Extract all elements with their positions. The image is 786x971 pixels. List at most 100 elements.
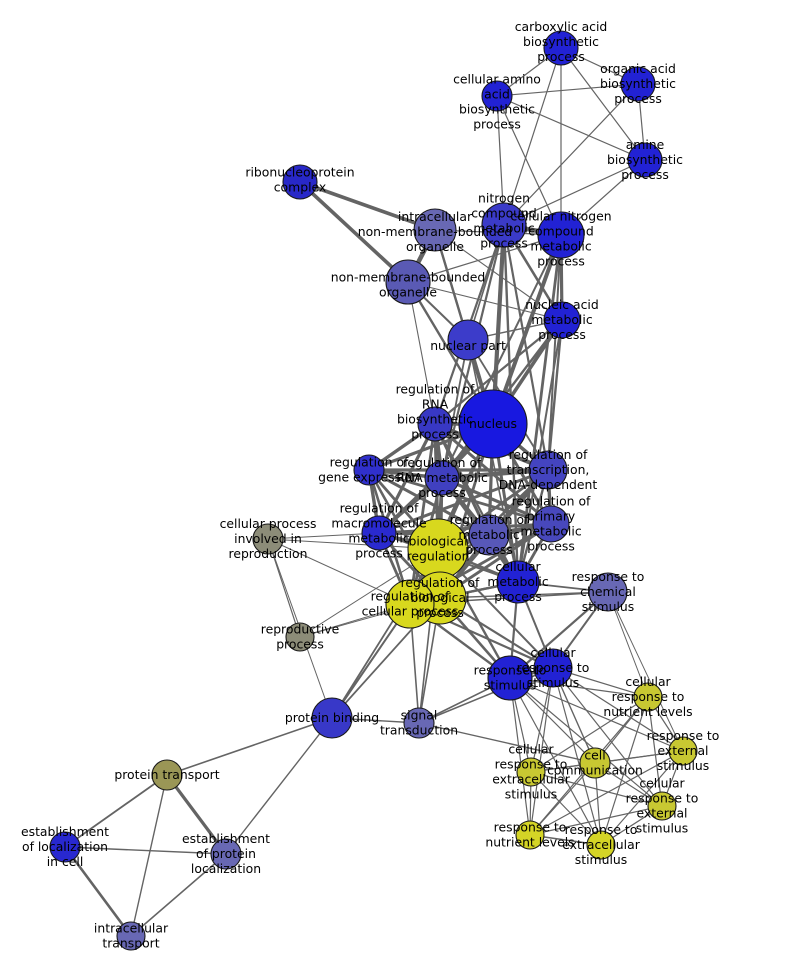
graph-node-regulation-of-primary-metabolic-process[interactable] xyxy=(532,505,570,543)
graph-edge xyxy=(607,591,684,752)
graph-node-label: regulation of RNA biosynthetic process xyxy=(396,381,475,441)
graph-edge xyxy=(267,538,411,605)
graph-node-nitrogen-compound-metabolic-process[interactable] xyxy=(481,202,527,248)
graph-edge xyxy=(600,750,684,846)
graph-node-cellular-response-to-external-stimulus[interactable] xyxy=(647,791,677,821)
graph-edge xyxy=(63,845,133,938)
graph-node-protein-binding[interactable] xyxy=(311,697,353,739)
graph-node-regulation-of-rna-metabolic-process[interactable] xyxy=(424,460,460,496)
graph-node-nucleic-acid-metabolic-process[interactable] xyxy=(543,301,581,339)
graph-edge xyxy=(509,677,684,752)
graph-node-amine-biosynthetic-process[interactable] xyxy=(627,142,663,178)
graph-node-label: regulation of transcription, DNA-dependent xyxy=(499,447,598,492)
graph-node-nuclear-part[interactable] xyxy=(447,319,489,361)
graph-edge xyxy=(503,47,562,226)
graph-node-label: regulation of gene expression xyxy=(318,454,420,484)
graph-edge xyxy=(529,762,596,836)
graph-node-label: cellular response to nutrient levels xyxy=(603,674,692,719)
graph-edge xyxy=(529,750,684,836)
graph-node-response-to-chemical-stimulus[interactable] xyxy=(588,572,628,612)
graph-node-cell-communication[interactable] xyxy=(579,747,611,779)
graph-node-establishment-of-protein-localization[interactable] xyxy=(210,838,242,870)
graph-edge xyxy=(64,774,168,848)
graph-node-reproductive-process[interactable] xyxy=(285,622,315,652)
graph-node-label: regulation of cellular process xyxy=(362,588,459,618)
graph-node-signal-transduction[interactable] xyxy=(403,707,435,739)
graph-node-regulation-of-gene-expression[interactable] xyxy=(353,454,385,486)
graph-edge xyxy=(165,773,228,856)
graph-edge xyxy=(166,717,333,776)
graph-node-cellular-response-to-stimulus[interactable] xyxy=(533,648,573,688)
graph-edge xyxy=(407,234,562,283)
graph-node-cellular-amino-acid-biosynthetic-process[interactable] xyxy=(481,80,513,112)
graph-edge xyxy=(377,422,437,535)
graph-node-cellular-response-to-nutrient-levels[interactable] xyxy=(633,682,663,712)
graph-edge xyxy=(407,281,563,321)
graph-node-label: nucleic acid metabolic process xyxy=(525,297,599,342)
graph-node-non-membrane-bounded-organelle[interactable] xyxy=(385,259,431,305)
graph-node-label: regulation of macromolecule metabolic proce… xyxy=(331,500,426,560)
graph-node-label: establishment of localization in cell xyxy=(21,824,109,869)
graph-edge xyxy=(509,677,531,836)
graph-node-regulation-of-macromolecule-metabolic-process[interactable] xyxy=(361,515,397,551)
graph-node-protein-transport[interactable] xyxy=(151,759,183,791)
graph-node-establishment-of-localization-in-cell[interactable] xyxy=(49,831,81,863)
graph-node-label: regulation of primary metabolic process xyxy=(512,493,591,553)
graph-node-label: regulation of biological process xyxy=(401,575,480,620)
graph-node-response-to-nutrient-levels[interactable] xyxy=(515,820,545,850)
graph-node-label: ribonucleoprotein complex xyxy=(245,164,354,194)
graph-node-response-to-external-stimulus[interactable] xyxy=(668,736,698,766)
graph-edge xyxy=(503,159,646,226)
graph-node-label: response to extracellular stimulus xyxy=(562,822,640,867)
graph-edge xyxy=(560,47,646,161)
graph-node-regulation-of-rna-biosynthetic-process[interactable] xyxy=(417,406,453,442)
graph-node-intracellular-transport[interactable] xyxy=(116,921,146,951)
graph-node-label: intracellular non-membrane-bounded organel… xyxy=(358,209,513,254)
graph-edge xyxy=(496,95,562,236)
graph-node-label: signal transduction xyxy=(380,707,458,737)
graph-node-label: response to external stimulus xyxy=(647,728,720,773)
graph-edge xyxy=(509,677,649,698)
graph-node-cellular-nitrogen-compound-metabolic-process[interactable] xyxy=(537,211,585,259)
graph-node-regulation-of-metabolic-process[interactable] xyxy=(468,514,510,556)
graph-node-ribonucleoprotein-complex[interactable] xyxy=(282,164,318,200)
graph-node-label: carboxylic acid biosynthetic process xyxy=(515,19,608,64)
graph-node-response-to-extracellular-stimulus[interactable] xyxy=(586,830,616,860)
graph-node-label: intracellular transport xyxy=(94,920,169,950)
graph-node-cellular-process-involved-in-reproduction[interactable] xyxy=(252,523,284,555)
graph-edge xyxy=(377,522,553,535)
graph-node-label: response to nutrient levels xyxy=(485,819,574,849)
graph-node-label: regulation of RNA metabolic process xyxy=(396,455,488,500)
graph-edge xyxy=(377,468,550,535)
graph-node-intracellular-non-membrane-bounded-organelle[interactable] xyxy=(413,208,457,252)
graph-node-regulation-of-cellular-process[interactable] xyxy=(385,579,435,629)
graph-node-carboxylic-acid-biosynthetic-process[interactable] xyxy=(543,30,579,66)
graph-edge xyxy=(552,667,684,752)
graph-node-label: nuclear part xyxy=(430,338,506,353)
graph-edge xyxy=(130,774,168,937)
graph-node-label: biological regulation xyxy=(407,533,470,563)
graph-node-label: cellular response to extracellular stimulus xyxy=(492,741,570,801)
graph-edge xyxy=(331,548,439,719)
graph-node-label: nucleus xyxy=(469,416,517,431)
graph-node-response-to-stimulus[interactable] xyxy=(487,655,533,701)
graph-edge xyxy=(440,476,553,526)
graph-edge xyxy=(530,771,602,846)
graph-node-label: cellular process involved in reproduction xyxy=(220,516,317,561)
graph-node-label: cellular nitrogen compound metabolic proces… xyxy=(510,208,611,268)
graph-edge xyxy=(298,180,410,284)
nodes-layer[interactable] xyxy=(49,30,698,951)
graph-node-cellular-response-to-extracellular-stimulus[interactable] xyxy=(516,757,546,787)
graph-edge xyxy=(418,722,596,764)
graph-node-label: cellular response to stimulus xyxy=(517,645,590,690)
graph-node-cellular-metabolic-process[interactable] xyxy=(496,560,540,604)
labels-layer: carboxylic acid biosynthetic processorgani… xyxy=(21,19,719,951)
graph-node-organic-acid-biosynthetic-process[interactable] xyxy=(620,66,656,102)
graph-edge xyxy=(367,468,553,526)
graph-node-regulation-of-transcription-dna-dependent[interactable] xyxy=(528,450,568,490)
graph-edge xyxy=(552,667,602,846)
graph-node-nucleus[interactable] xyxy=(458,389,528,459)
graph-edge xyxy=(225,717,333,855)
